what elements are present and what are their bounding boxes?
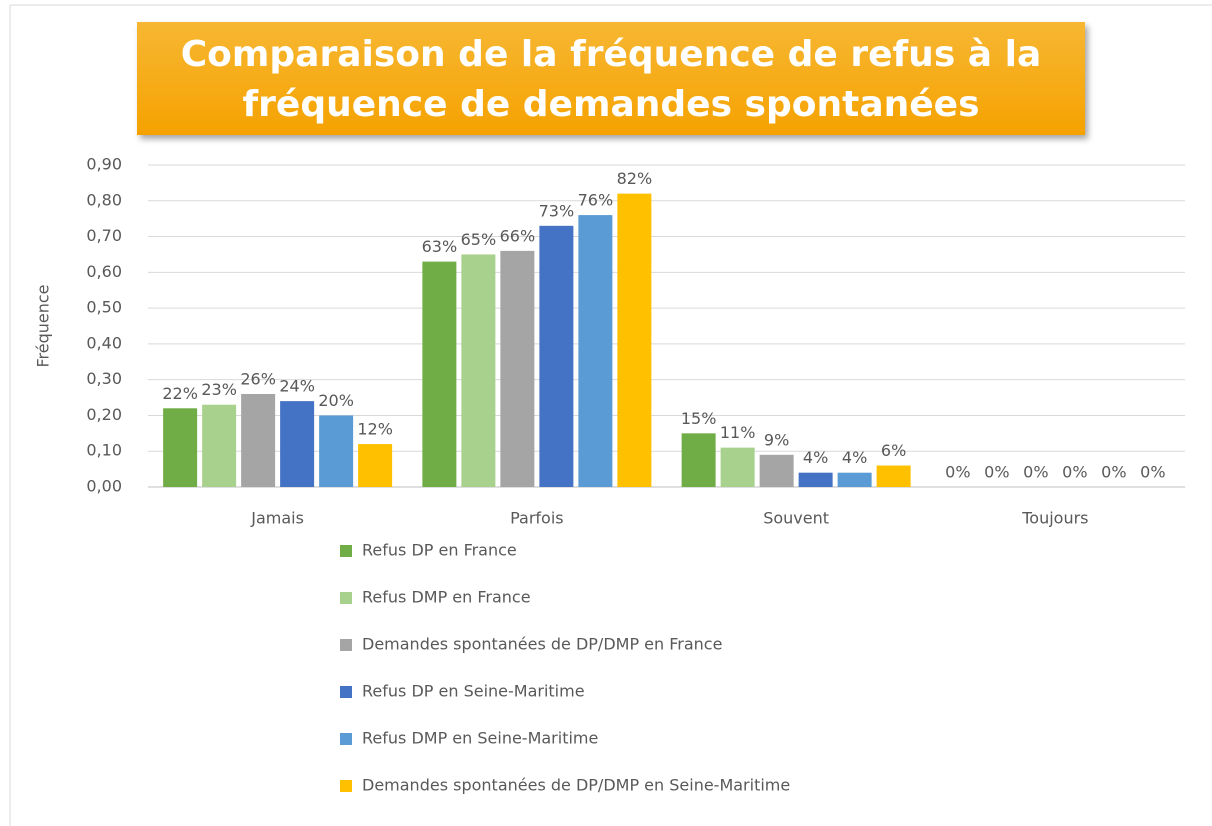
legend-label: Refus DP en Seine-Maritime [362,682,585,701]
bar [759,454,794,487]
legend-swatch [340,733,352,745]
y-axis-label: Fréquence [34,284,53,367]
bar [500,250,535,487]
value-label: 20% [318,391,354,410]
bar [681,433,716,487]
bar [163,408,198,487]
value-label: 0% [1140,463,1165,482]
legend-label: Refus DMP en Seine-Maritime [362,729,598,748]
legend-swatch [340,639,352,651]
y-tick-label: 0,00 [86,477,122,496]
legend-swatch [340,686,352,698]
value-label: 0% [1101,463,1126,482]
legend-label: Refus DP en France [362,541,517,560]
bar [241,393,276,487]
value-label: 6% [881,441,906,460]
chart-title: Comparaison de la fréquence de refus à l… [137,22,1085,135]
value-label: 0% [945,463,970,482]
bar [422,261,457,487]
y-tick-label: 0,30 [86,369,122,388]
bar [319,415,354,487]
value-label: 4% [842,448,867,467]
value-label: 12% [357,420,393,439]
value-label: 15% [681,409,717,428]
legend-label: Demandes spontanées de DP/DMP en France [362,635,722,654]
value-label: 0% [1062,463,1087,482]
value-label: 23% [201,380,237,399]
value-label: 65% [461,230,497,249]
x-tick-label: Jamais [250,509,304,528]
value-label: 11% [720,423,756,442]
legend-label: Refus DMP en France [362,588,531,607]
value-label: 24% [279,377,315,396]
bar [720,447,755,487]
x-tick-label: Souvent [763,509,829,528]
bar [798,472,833,487]
bar [461,254,496,487]
bar [837,472,872,487]
value-label: 73% [539,201,575,220]
x-tick-label: Toujours [1021,509,1088,528]
value-label: 76% [578,191,614,210]
y-tick-label: 0,40 [86,333,122,352]
bar [280,401,315,487]
bar [358,444,393,487]
bar [876,465,911,487]
bar [202,404,237,487]
value-label: 66% [500,226,536,245]
legend-swatch [340,592,352,604]
value-label: 0% [1023,463,1048,482]
value-label: 82% [617,169,653,188]
y-tick-label: 0,10 [86,441,122,460]
value-label: 0% [984,463,1009,482]
y-tick-label: 0,20 [86,405,122,424]
y-tick-label: 0,60 [86,262,122,281]
y-tick-label: 0,80 [86,190,122,209]
y-tick-label: 0,50 [86,298,122,317]
y-tick-label: 0,70 [86,226,122,245]
legend-swatch [340,545,352,557]
x-tick-label: Parfois [510,509,564,528]
value-label: 22% [162,384,198,403]
bar [539,225,574,488]
bar [578,215,613,488]
value-label: 63% [422,237,458,256]
value-label: 26% [240,369,276,388]
legend-swatch [340,780,352,792]
value-label: 9% [764,430,789,449]
bar [617,193,652,487]
value-label: 4% [803,448,828,467]
y-tick-label: 0,90 [86,155,122,174]
legend-label: Demandes spontanées de DP/DMP en Seine-M… [362,776,790,795]
